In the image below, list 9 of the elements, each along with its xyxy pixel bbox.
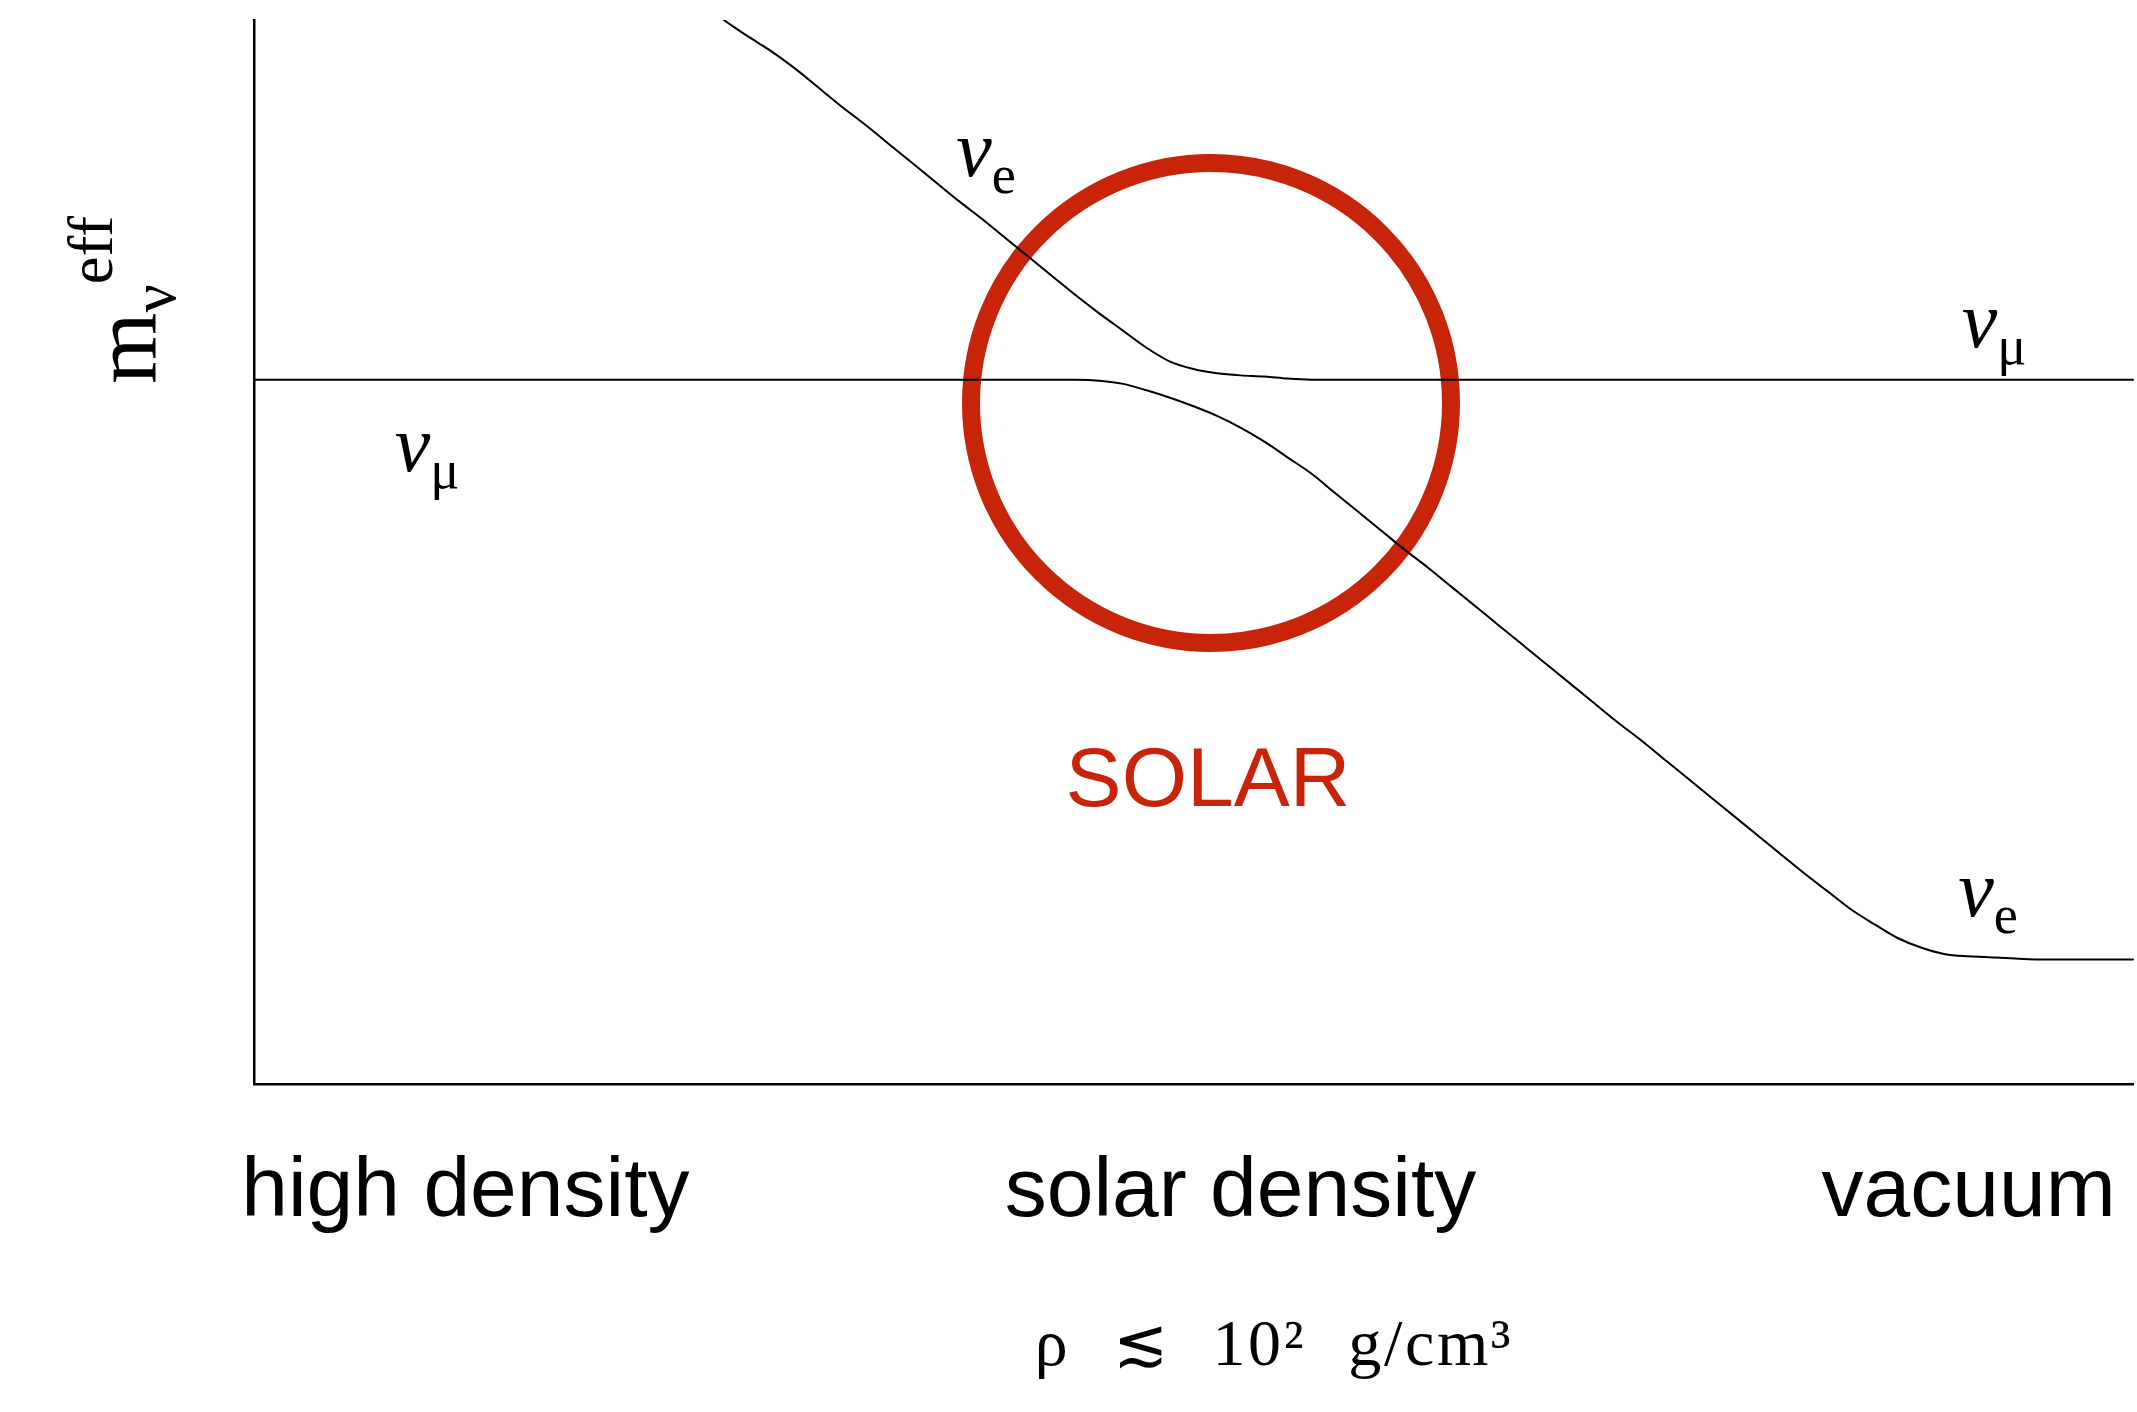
- x-tick-label: high density: [241, 1139, 690, 1234]
- annotation: ν$_{e}$: [1958, 844, 2018, 946]
- x-tick-label: vacuum: [1821, 1139, 2116, 1234]
- x-axis-title: ρ ≲ 10² g/cm³: [1034, 1304, 1514, 1381]
- annotation: ν$_{μ}$: [394, 399, 460, 501]
- annotation: SOLAR: [1065, 728, 1351, 826]
- annotation: ν$_{μ}$: [1961, 275, 2027, 377]
- annotation: ν$_{e}$: [956, 104, 1016, 206]
- x-tick-label: solar density: [1004, 1139, 1477, 1234]
